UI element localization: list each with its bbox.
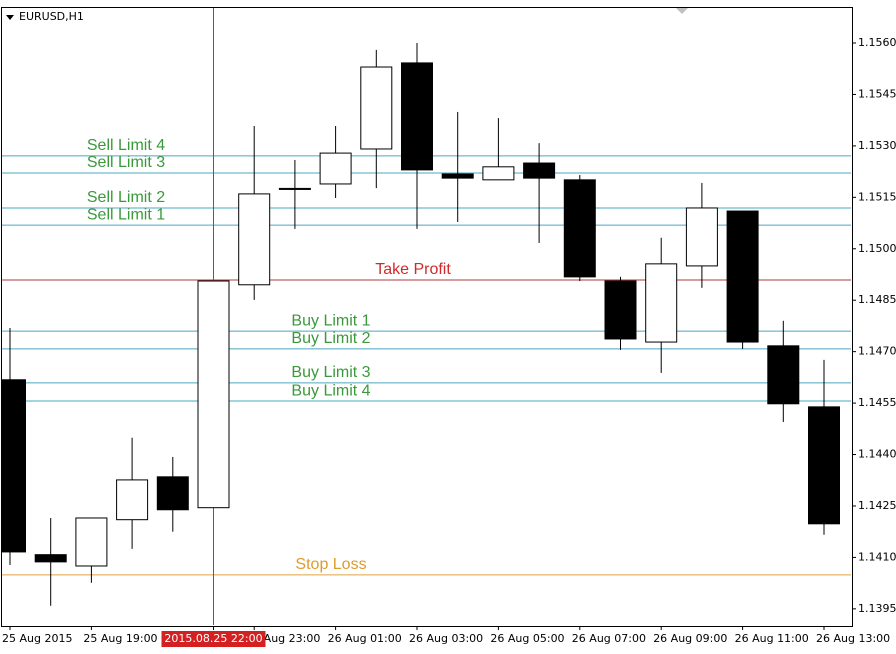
level-label: Sell Limit 3 <box>87 154 165 171</box>
level-label: Buy Limit 2 <box>291 330 370 347</box>
level-label: Buy Limit 4 <box>291 382 370 399</box>
shift-marker <box>676 8 688 14</box>
candle-body <box>767 345 800 405</box>
x-tick-label: 26 Aug 13:00 <box>816 632 890 645</box>
level-label: Sell Limit 1 <box>87 206 165 223</box>
candle-body <box>34 554 67 563</box>
y-tick-label: 1.1560 <box>858 36 896 49</box>
x-tick-label: 25 Aug 19:00 <box>83 632 157 645</box>
x-tick-label: 25 Aug 2015 <box>2 632 72 645</box>
x-tick-label: 26 Aug 01:00 <box>328 632 402 645</box>
candle-body <box>563 179 596 278</box>
y-tick-label: 1.1500 <box>858 242 896 255</box>
candle-body <box>116 479 149 521</box>
x-tick-label: 26 Aug 09:00 <box>653 632 727 645</box>
chart-title: EURUSD,H1 <box>19 10 84 23</box>
level-label: Stop Loss <box>295 556 366 573</box>
candle-body <box>523 162 556 179</box>
x-tick-label: 26 Aug 05:00 <box>490 632 564 645</box>
candle-body <box>278 187 311 190</box>
candle-body <box>238 193 271 286</box>
crosshair-label: 2015.08.25 22:00 <box>164 632 262 645</box>
candle-body <box>75 517 108 567</box>
y-tick-label: 1.1530 <box>858 139 896 152</box>
candle-body <box>2 379 26 553</box>
y-tick-label: 1.1440 <box>858 448 896 461</box>
y-tick-label: 1.1485 <box>858 293 896 306</box>
candle-body <box>360 66 393 150</box>
level-label: Take Profit <box>375 261 451 278</box>
candle-body <box>645 263 678 343</box>
y-tick-label: 1.1410 <box>858 550 896 563</box>
y-tick-label: 1.1395 <box>858 602 896 615</box>
candle-body <box>197 280 230 509</box>
plot-area <box>2 8 851 625</box>
level-label: Buy Limit 1 <box>291 312 370 329</box>
menu-arrow[interactable] <box>6 15 14 20</box>
candle-body <box>808 406 840 525</box>
candle-body <box>685 207 718 267</box>
candle-body <box>604 280 637 340</box>
candle-body <box>156 476 189 511</box>
candle-body <box>401 62 433 171</box>
y-tick-label: 1.1455 <box>858 396 896 409</box>
candle-body <box>726 210 759 343</box>
level-label: Buy Limit 3 <box>291 364 370 381</box>
y-tick-label: 1.1515 <box>858 190 896 203</box>
y-tick-label: 1.1470 <box>858 345 896 358</box>
y-tick-label: 1.1425 <box>858 499 896 512</box>
y-tick-label: 1.1545 <box>858 87 896 100</box>
level-label: Sell Limit 2 <box>87 189 165 206</box>
crosshair-label-bg <box>161 631 266 647</box>
x-tick-label: 26 Aug 11:00 <box>735 632 809 645</box>
candle-body <box>441 173 474 179</box>
level-label: Sell Limit 4 <box>87 137 165 154</box>
candle-body <box>482 166 515 181</box>
x-tick-label: 26 Aug 03:00 <box>409 632 483 645</box>
x-tick-label: 26 Aug 07:00 <box>572 632 646 645</box>
candle-body <box>319 152 352 185</box>
